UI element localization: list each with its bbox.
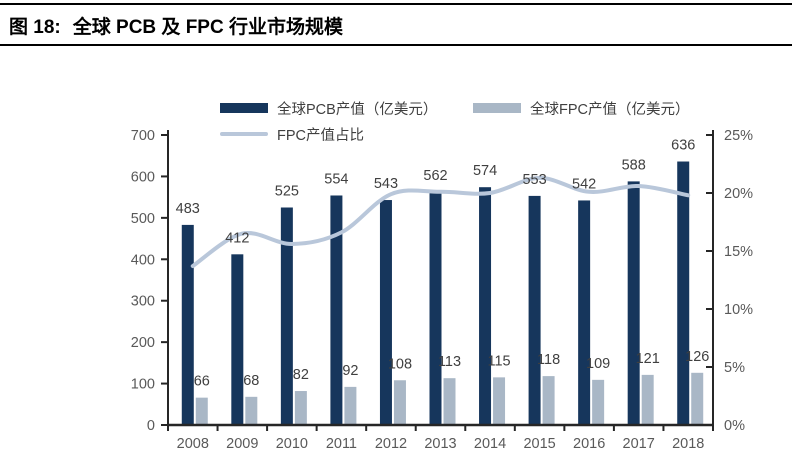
- title-rule: [0, 44, 792, 46]
- pcb-bar-label: 412: [225, 230, 249, 246]
- figure-number: 图 18:: [9, 17, 61, 38]
- pcb-bar: [677, 161, 690, 425]
- top-rule: [0, 3, 792, 5]
- pcb-bar: [280, 207, 293, 425]
- fpc-bar: [691, 372, 704, 425]
- fpc-legend-swatch: [473, 103, 521, 113]
- fpc-bar-label: 68: [243, 373, 259, 389]
- pcb-bar: [231, 254, 244, 425]
- x-axis-category-label: 2016: [573, 436, 605, 452]
- left-axis-tick-label: 0: [147, 418, 155, 434]
- fpc-bar: [294, 391, 307, 425]
- fpc-bar: [542, 376, 555, 425]
- pcb-bar-label: 588: [622, 157, 646, 173]
- left-axis-tick-label: 400: [131, 252, 155, 268]
- fpc-bar: [493, 377, 506, 425]
- figure-title: 图 18: 全球 PCB 及 FPC 行业市场规模: [9, 12, 789, 39]
- right-axis-tick-label: 5%: [724, 360, 745, 376]
- pcb-bar-label: 542: [572, 176, 596, 192]
- x-axis-category-label: 2013: [424, 436, 456, 452]
- fpc-bar: [195, 397, 208, 425]
- legend-item-pcb: 全球PCB产值（亿美元）: [220, 100, 438, 118]
- pcb-bar: [528, 195, 541, 425]
- pcb-bar-label: 525: [275, 184, 299, 200]
- left-axis-tick-label: 500: [131, 211, 155, 227]
- fpc-bar-label: 115: [487, 353, 510, 369]
- legend-item-fpc: 全球FPC产值（亿美元）: [473, 100, 690, 118]
- ratio-legend-swatch: [220, 132, 268, 136]
- fpc-bar-label: 66: [194, 374, 210, 390]
- legend-item-ratio: FPC产值占比: [220, 126, 364, 144]
- right-axis-tick-label: 15%: [724, 244, 753, 260]
- pcb-bar: [578, 200, 591, 425]
- pcb-bar-label: 483: [176, 201, 200, 217]
- x-axis-category-label: 2015: [523, 436, 555, 452]
- left-axis-tick-label: 100: [131, 377, 155, 393]
- pcb-bar-label: 574: [473, 163, 497, 179]
- pcb-bar-label: 562: [423, 168, 447, 184]
- x-axis-category-label: 2010: [276, 436, 308, 452]
- fpc-bar: [641, 374, 654, 425]
- pcb-bar-label: 636: [671, 138, 695, 154]
- pcb-legend-swatch: [220, 103, 268, 113]
- left-axis-tick-label: 600: [131, 169, 155, 185]
- fpc-ratio-line: [190, 175, 691, 269]
- pcb-bar-label: 554: [324, 171, 348, 187]
- x-axis-category-label: 2012: [375, 436, 407, 452]
- fpc-bar-label: 113: [438, 354, 461, 370]
- left-axis-tick-label: 300: [131, 294, 155, 310]
- pcb-bar-label: 543: [374, 176, 398, 192]
- right-axis-tick-label: 20%: [724, 186, 753, 202]
- pcb-bar: [429, 192, 442, 425]
- x-axis-category-label: 2017: [623, 436, 655, 452]
- fpc-bar-label: 92: [342, 363, 358, 379]
- fpc-bar: [592, 379, 605, 425]
- pcb-bar: [330, 195, 343, 425]
- right-axis-tick-label: 25%: [724, 128, 753, 144]
- fpc-bar-label: 126: [685, 349, 709, 365]
- x-axis-category-label: 2008: [177, 436, 209, 452]
- fpc-bar-label: 109: [586, 356, 610, 372]
- fpc-bar: [443, 378, 456, 425]
- x-axis-category-label: 2011: [326, 436, 357, 452]
- figure-title-text: 全球 PCB 及 FPC 行业市场规模: [72, 17, 343, 38]
- fpc-bar-label: 118: [537, 352, 560, 368]
- pcb-bar: [379, 200, 392, 425]
- fpc-bar: [393, 380, 406, 425]
- left-axis-tick-label: 200: [131, 335, 155, 351]
- ratio-legend-label: FPC产值占比: [277, 127, 364, 144]
- fpc-legend-label: 全球FPC产值（亿美元）: [530, 101, 690, 118]
- left-axis-tick-label: 700: [131, 128, 155, 144]
- pcb-bar: [479, 187, 492, 425]
- pcb-legend-label: 全球PCB产值（亿美元）: [277, 101, 438, 118]
- fpc-bar: [245, 396, 258, 425]
- fpc-bar-label: 121: [636, 351, 660, 367]
- pcb-bar: [627, 181, 640, 425]
- x-axis-category-label: 2014: [474, 436, 506, 452]
- right-axis-tick-label: 0%: [724, 418, 745, 434]
- fpc-bar-label: 82: [293, 367, 309, 383]
- fpc-bar: [344, 386, 357, 425]
- pcb-bar: [181, 224, 194, 425]
- right-axis-tick-label: 10%: [724, 302, 753, 318]
- x-axis-category-label: 2018: [672, 436, 704, 452]
- fpc-bar-label: 108: [388, 356, 412, 372]
- x-axis-category-label: 2009: [226, 436, 258, 452]
- pcb-bar-label: 553: [522, 172, 546, 188]
